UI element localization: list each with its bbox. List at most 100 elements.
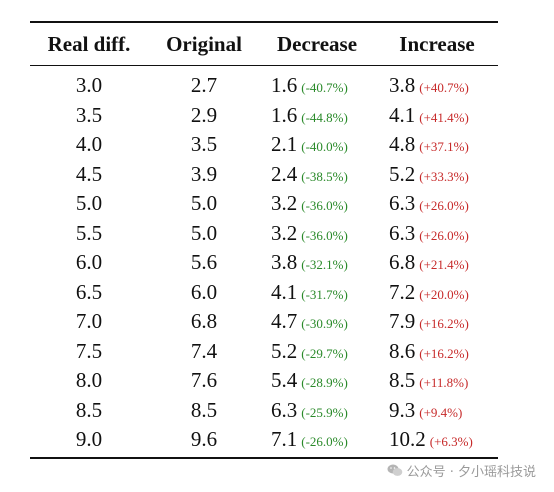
cell-increase: 3.8 (+40.7%) (389, 73, 469, 98)
cell-decrease: 3.2 (-36.0%) (271, 221, 348, 246)
table-row: 9.0 9.6 7.1 (-26.0%) 10.2 (+6.3%) (0, 426, 554, 456)
header-increase: Increase (399, 32, 475, 56)
cell-real-diff: 6.0 (75, 250, 103, 274)
increase-percent: (+6.3%) (429, 434, 473, 449)
cell-original: 5.6 (190, 250, 218, 274)
increase-value: 6.3 (389, 191, 416, 215)
increase-percent: (+9.4%) (419, 404, 463, 420)
table-row: 5.5 5.0 3.2 (-36.0%) 6.3 (+26.0%) (0, 220, 554, 250)
cell-decrease: 4.1 (-31.7%) (271, 280, 348, 305)
decrease-value: 3.2 (271, 191, 298, 215)
table-row: 4.5 3.9 2.4 (-38.5%) 5.2 (+33.3%) (0, 161, 554, 191)
increase-percent: (+37.1%) (419, 139, 469, 154)
decrease-percent: (-38.5%) (301, 168, 348, 184)
cell-real-diff: 9.0 (75, 427, 103, 451)
increase-value: 9.3 (389, 397, 416, 422)
cell-decrease: 7.1 (-26.0%) (271, 427, 348, 452)
cell-increase: 4.8 (+37.1%) (389, 132, 469, 157)
cell-decrease: 3.8 (-32.1%) (271, 250, 348, 275)
increase-value: 10.2 (389, 427, 426, 451)
cell-real-diff: 3.0 (75, 73, 103, 97)
table-row: 7.0 6.8 4.7 (-30.9%) 7.9 (+16.2%) (0, 308, 554, 338)
cell-real-diff: 3.5 (75, 102, 103, 127)
watermark: 公众号 · 夕小瑶科技说 (387, 461, 536, 480)
decrease-percent: (-36.0%) (301, 198, 348, 213)
cell-original: 6.0 (190, 279, 218, 304)
increase-percent: (+21.4%) (419, 257, 469, 272)
decrease-percent: (-40.7%) (301, 80, 348, 95)
increase-value: 4.1 (389, 102, 416, 127)
cell-real-diff: 5.5 (75, 220, 103, 245)
decrease-value: 4.1 (271, 279, 298, 304)
increase-percent: (+16.2%) (419, 316, 469, 331)
cell-decrease: 2.1 (-40.0%) (271, 132, 348, 157)
cell-original: 2.7 (190, 73, 218, 97)
decrease-value: 6.3 (271, 397, 298, 422)
decrease-percent: (-29.7%) (301, 345, 348, 361)
cell-decrease: 1.6 (-40.7%) (271, 73, 348, 98)
table-header-rule (30, 65, 498, 66)
cell-original: 8.5 (190, 397, 218, 422)
decrease-percent: (-40.0%) (301, 139, 348, 154)
increase-value: 6.3 (389, 220, 416, 245)
cell-real-diff: 4.0 (75, 132, 103, 156)
decrease-value: 2.4 (271, 161, 298, 186)
cell-original: 3.5 (190, 132, 218, 156)
table-top-rule (30, 21, 498, 23)
decrease-percent: (-25.9%) (301, 404, 348, 420)
cell-real-diff: 8.0 (75, 368, 103, 392)
cell-increase: 6.8 (+21.4%) (389, 250, 469, 275)
increase-value: 7.2 (389, 279, 416, 304)
decrease-percent: (-32.1%) (301, 257, 348, 272)
cell-increase: 9.3 (+9.4%) (389, 398, 462, 423)
cell-increase: 7.9 (+16.2%) (389, 309, 469, 334)
decrease-percent: (-36.0%) (301, 227, 348, 243)
cell-increase: 8.6 (+16.2%) (389, 339, 469, 364)
decrease-value: 1.6 (271, 102, 298, 127)
increase-percent: (+41.4%) (419, 109, 469, 125)
cell-original: 5.0 (190, 191, 218, 215)
decrease-value: 5.2 (271, 338, 298, 363)
increase-percent: (+11.8%) (419, 375, 469, 390)
cell-real-diff: 7.5 (75, 338, 103, 363)
cell-real-diff: 6.5 (75, 279, 103, 304)
wechat-icon (387, 464, 402, 476)
table-row: 3.0 2.7 1.6 (-40.7%) 3.8 (+40.7%) (0, 72, 554, 102)
cell-increase: 7.2 (+20.0%) (389, 280, 469, 305)
decrease-value: 7.1 (271, 427, 298, 451)
watermark-text: 公众号 · 夕小瑶科技说 (406, 465, 536, 480)
table-row: 6.5 6.0 4.1 (-31.7%) 7.2 (+20.0%) (0, 279, 554, 309)
table-header-row: Real diff. Original Decrease Increase (0, 26, 554, 62)
decrease-percent: (-44.8%) (301, 109, 348, 125)
table-bottom-rule (30, 457, 498, 459)
cell-increase: 10.2 (+6.3%) (389, 427, 473, 452)
increase-percent: (+33.3%) (419, 168, 469, 184)
header-real-diff: Real diff. (47, 32, 131, 56)
decrease-value: 3.8 (271, 250, 298, 274)
increase-percent: (+20.0%) (419, 286, 469, 302)
increase-percent: (+26.0%) (419, 227, 469, 243)
cell-increase: 4.1 (+41.4%) (389, 103, 469, 128)
cell-original: 5.0 (190, 220, 218, 245)
decrease-value: 1.6 (271, 73, 298, 97)
increase-value: 5.2 (389, 161, 416, 186)
increase-percent: (+16.2%) (419, 345, 469, 361)
header-original: Original (166, 32, 242, 56)
table-row: 3.5 2.9 1.6 (-44.8%) 4.1 (+41.4%) (0, 102, 554, 132)
cell-original: 6.8 (190, 309, 218, 333)
decrease-percent: (-30.9%) (301, 316, 348, 331)
cell-real-diff: 8.5 (75, 397, 103, 422)
cell-decrease: 3.2 (-36.0%) (271, 191, 348, 216)
table-row: 8.5 8.5 6.3 (-25.9%) 9.3 (+9.4%) (0, 397, 554, 427)
cell-decrease: 5.4 (-28.9%) (271, 368, 348, 393)
cell-decrease: 5.2 (-29.7%) (271, 339, 348, 364)
header-decrease: Decrease (276, 32, 358, 56)
cell-original: 3.9 (190, 161, 218, 186)
decrease-value: 3.2 (271, 220, 298, 245)
decrease-value: 4.7 (271, 309, 298, 333)
increase-value: 8.5 (389, 368, 416, 392)
increase-value: 7.9 (389, 309, 416, 333)
cell-increase: 6.3 (+26.0%) (389, 221, 469, 246)
increase-value: 3.8 (389, 73, 416, 97)
increase-value: 4.8 (389, 132, 416, 156)
